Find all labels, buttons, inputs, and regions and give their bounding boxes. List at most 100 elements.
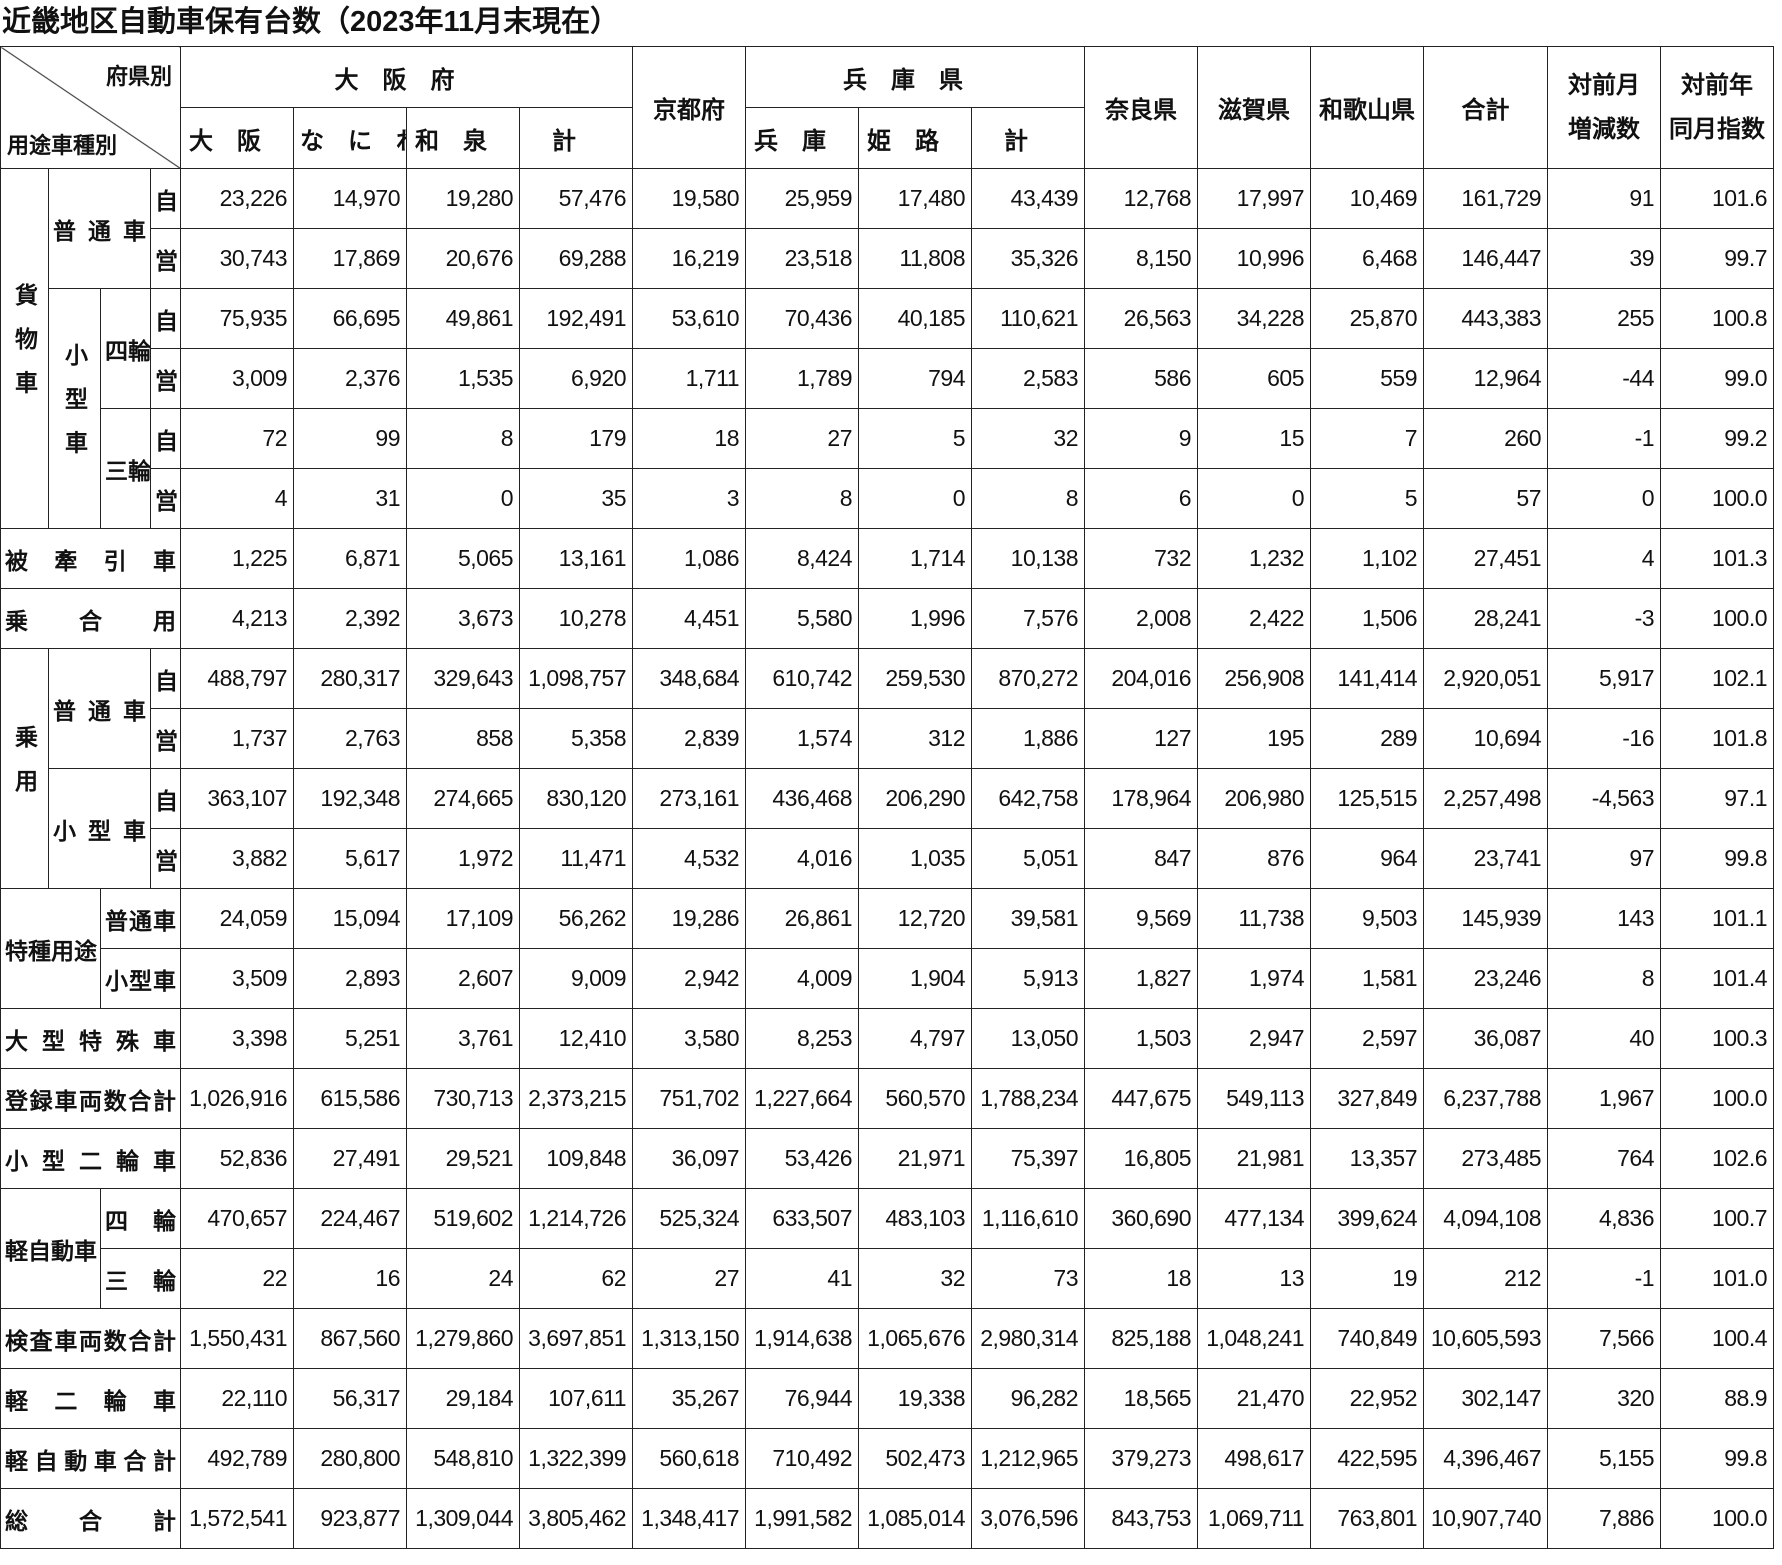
cell-value: 4 bbox=[180, 468, 294, 529]
cell-value: 1,098,757 bbox=[519, 648, 633, 709]
cell-value: 10,907,740 bbox=[1423, 1488, 1549, 1549]
cell-value: 256,908 bbox=[1197, 648, 1312, 709]
cell-value: 964 bbox=[1310, 828, 1425, 889]
cell-value: 40,185 bbox=[858, 288, 972, 349]
header-line: 増減数 bbox=[1568, 115, 1641, 143]
row-label: 営 bbox=[150, 228, 181, 289]
cell-value: 2,376 bbox=[293, 348, 407, 409]
row-label: 乗合用 bbox=[0, 588, 181, 649]
cell-value: 730,713 bbox=[406, 1068, 520, 1129]
cell-value: 43,439 bbox=[970, 168, 1086, 229]
cell-value: 29,521 bbox=[406, 1128, 520, 1189]
cell-value: 3,580 bbox=[632, 1008, 746, 1069]
cell-value: 11,808 bbox=[858, 228, 972, 289]
cell-value: 22,110 bbox=[180, 1368, 294, 1429]
cell-value: 923,877 bbox=[293, 1488, 407, 1549]
cell-value: 35 bbox=[519, 468, 633, 529]
data-row: 小型車 3,509 2,893 2,607 9,009 2,942 4,009 1,904 5,… bbox=[1, 948, 1775, 1009]
cell-value: 75,935 bbox=[180, 288, 294, 349]
cell-value: 17,109 bbox=[406, 888, 520, 949]
cell-value: 19,280 bbox=[406, 168, 520, 229]
cell-value: 101.6 bbox=[1660, 168, 1775, 229]
cell-value: 35,267 bbox=[632, 1368, 746, 1429]
cell-value: 100.0 bbox=[1660, 468, 1775, 529]
cell-value: 1,967 bbox=[1547, 1068, 1662, 1129]
cell-value: 2,422 bbox=[1197, 588, 1312, 649]
cell-value: 125,515 bbox=[1310, 768, 1425, 829]
cell-value: 399,624 bbox=[1310, 1188, 1425, 1249]
cell-value: 32 bbox=[970, 408, 1086, 469]
cell-value: 9,009 bbox=[519, 948, 633, 1009]
cell-value: 12,720 bbox=[858, 888, 972, 949]
row-label: 総合計 bbox=[0, 1488, 181, 1549]
cell-value: 1,035 bbox=[858, 828, 972, 889]
cell-value: 492,789 bbox=[180, 1428, 294, 1489]
cell-value: 21,470 bbox=[1197, 1368, 1312, 1429]
cell-value: -4,563 bbox=[1547, 768, 1662, 829]
cell-value: 15,094 bbox=[293, 888, 407, 949]
cell-value: 101.0 bbox=[1660, 1248, 1775, 1309]
cell-value: 39 bbox=[1547, 228, 1662, 289]
data-row: 小型車自 363,107 192,348 274,665 830,120 273,161 4… bbox=[1, 768, 1775, 889]
row-label: 小型車 bbox=[48, 768, 151, 889]
cell-value: 615,586 bbox=[293, 1068, 407, 1129]
cell-value: 1,886 bbox=[970, 708, 1086, 769]
cell-value: 53,610 bbox=[632, 288, 746, 349]
cell-value: 10,278 bbox=[519, 588, 633, 649]
cell-value: 9,503 bbox=[1310, 888, 1425, 949]
cell-value: 62 bbox=[519, 1248, 633, 1309]
cell-value: 31 bbox=[293, 468, 407, 529]
cell-value: 10,694 bbox=[1423, 708, 1549, 769]
cell-value: 11,471 bbox=[519, 828, 633, 889]
group-header: 兵庫県 bbox=[744, 46, 1086, 108]
cell-value: 255 bbox=[1547, 288, 1662, 349]
cell-value: 26,861 bbox=[745, 888, 859, 949]
cell-value: 312 bbox=[858, 708, 972, 769]
data-row: 大型特殊車 3,398 5,251 3,761 12,410 3,580 8,253 4,79… bbox=[0, 1008, 1775, 1069]
cell-value: 8 bbox=[970, 468, 1086, 529]
cell-value: 102.1 bbox=[1660, 648, 1775, 709]
cell-value: 21,971 bbox=[858, 1128, 972, 1189]
cell-value: 1,322,399 bbox=[519, 1428, 633, 1489]
cell-value: 143 bbox=[1547, 888, 1662, 949]
cell-value: 192,348 bbox=[293, 768, 407, 829]
cell-value: 110,621 bbox=[970, 288, 1086, 349]
cell-value: 99.8 bbox=[1660, 828, 1775, 889]
data-row: 貨物車 普通車自 23,226 14,970 19,280 57,476 19,580 25,… bbox=[0, 168, 1775, 529]
cell-value: 320 bbox=[1547, 1368, 1662, 1429]
cell-value: 3,805,462 bbox=[519, 1488, 633, 1549]
header-row: 府県別 用途車種別 大阪府 京都府 兵庫県 奈良県 滋賀県 和歌山県 合計 対前月 増減数 対前年 同月… bbox=[0, 46, 1775, 169]
cell-value: 109,848 bbox=[519, 1128, 633, 1189]
cell-value: 101.3 bbox=[1660, 528, 1775, 589]
cell-value: 273,485 bbox=[1423, 1128, 1549, 1189]
cell-value: 1,550,431 bbox=[180, 1308, 294, 1369]
cell-value: 5,051 bbox=[970, 828, 1086, 889]
cell-value: 1,102 bbox=[1310, 528, 1425, 589]
cell-value: 1,737 bbox=[180, 708, 294, 769]
cell-value: 15 bbox=[1197, 408, 1312, 469]
cell-value: 642,758 bbox=[970, 768, 1086, 829]
cell-value: 11,738 bbox=[1197, 888, 1312, 949]
cell-value: 5,913 bbox=[970, 948, 1086, 1009]
cell-value: 794 bbox=[858, 348, 972, 409]
row-label: 被牽引車 bbox=[0, 528, 181, 589]
cell-value: 1,506 bbox=[1310, 588, 1425, 649]
corner-bottom: 用途車種別 bbox=[7, 133, 118, 158]
cell-value: 4,836 bbox=[1547, 1188, 1662, 1249]
row-label: 普通車 bbox=[48, 168, 151, 289]
cell-value: 18,565 bbox=[1084, 1368, 1199, 1429]
cell-value: 502,473 bbox=[858, 1428, 972, 1489]
cell-value: 212 bbox=[1423, 1248, 1549, 1309]
cell-value: 751,702 bbox=[632, 1068, 746, 1129]
data-row: 軽自動車 四輪 470,657 224,467 519,602 1,214,726 525,… bbox=[0, 1188, 1775, 1309]
data-row: 小型車 四輪自 75,935 66,695 49,861 192,491 53,610 70,… bbox=[1, 288, 1775, 529]
cell-value: 2,980,314 bbox=[970, 1308, 1086, 1369]
cell-value: 363,107 bbox=[180, 768, 294, 829]
cell-value: 13,161 bbox=[519, 528, 633, 589]
cell-value: 8,150 bbox=[1084, 228, 1199, 289]
cell-value: 1,225 bbox=[180, 528, 294, 589]
data-row: 小型二輪車 52,836 27,491 29,521 109,848 36,097 53,4… bbox=[0, 1128, 1775, 1189]
cell-value: 22 bbox=[180, 1248, 294, 1309]
cell-value: 23,518 bbox=[745, 228, 859, 289]
cell-value: 4,532 bbox=[632, 828, 746, 889]
